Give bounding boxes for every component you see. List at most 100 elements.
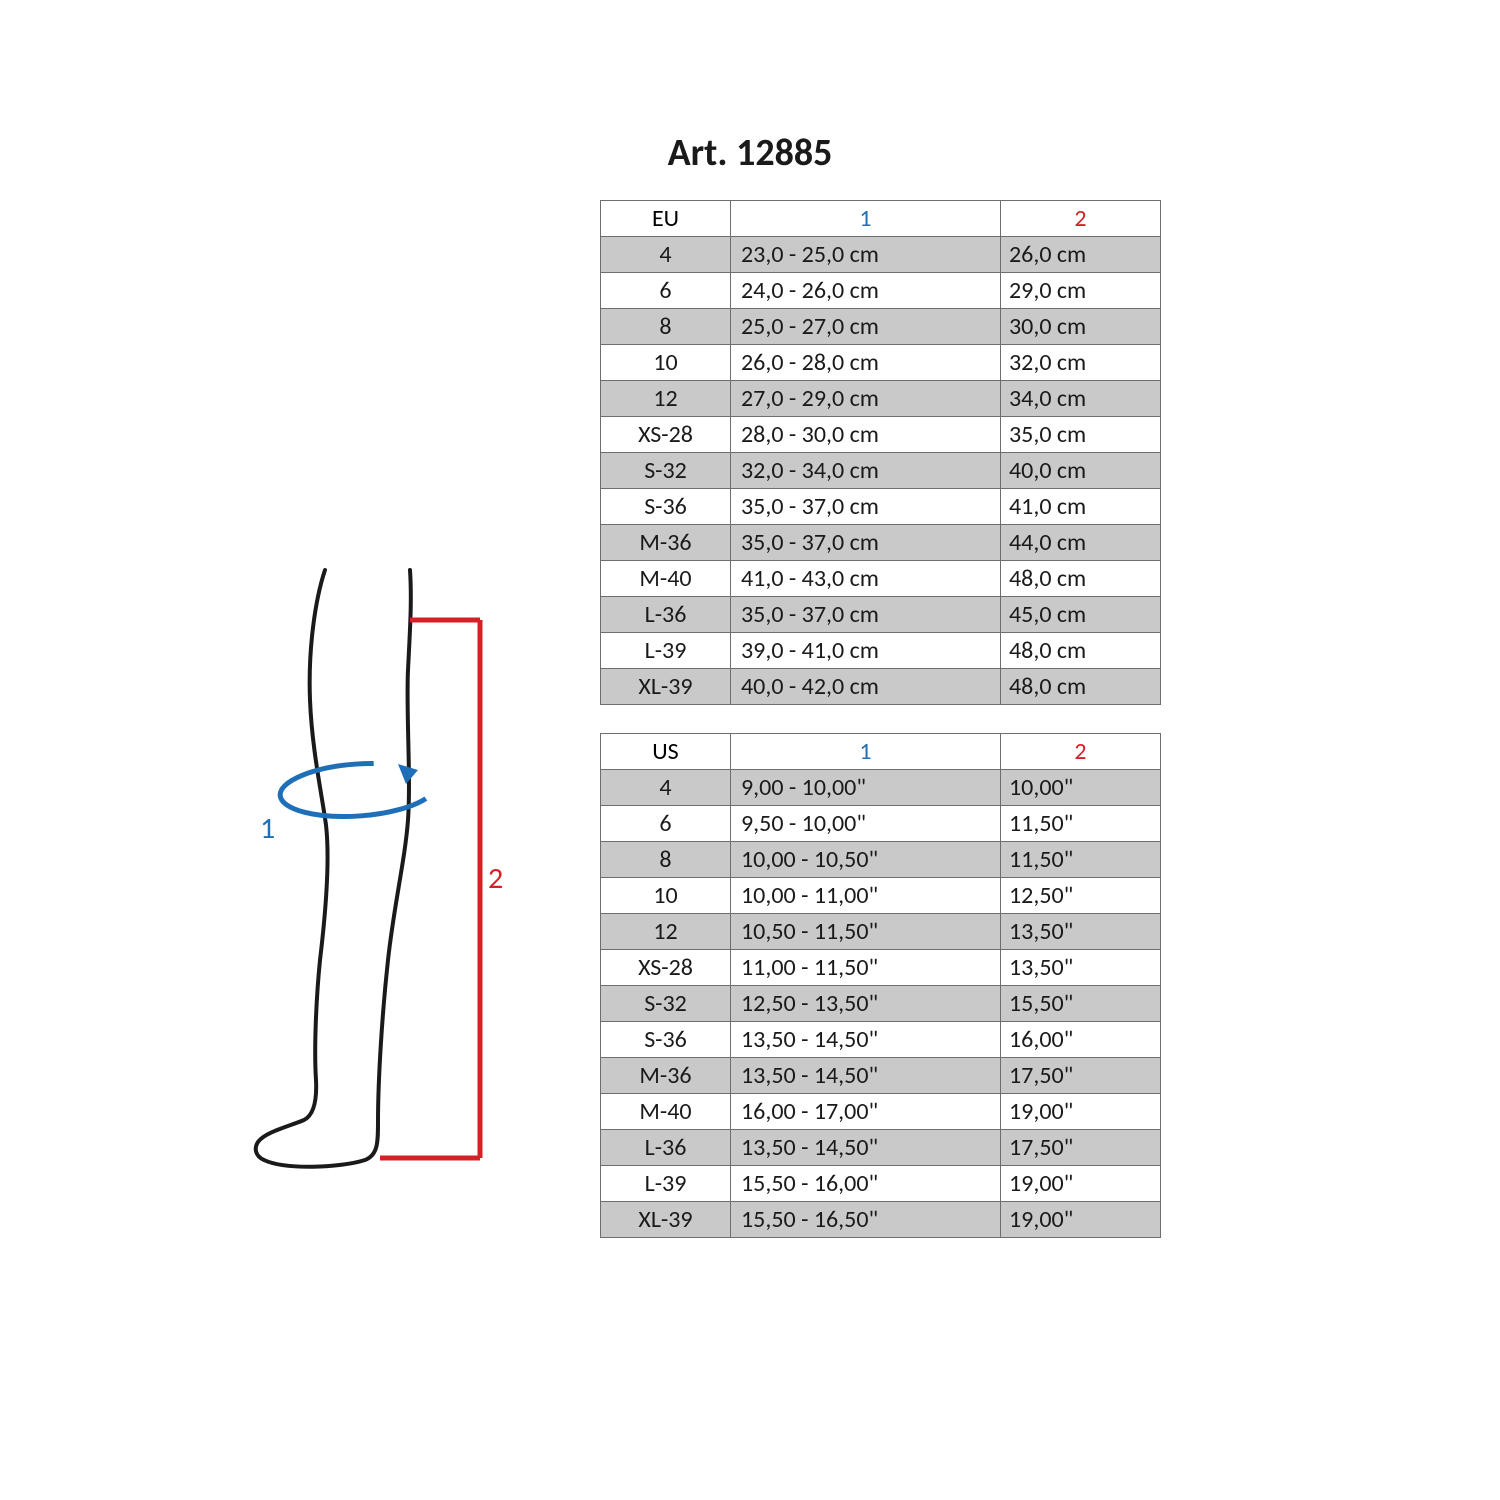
table-row: L-3915,50 - 16,00"19,00"	[601, 1166, 1161, 1202]
cell-size: L-36	[601, 1130, 731, 1166]
cell-measure-1: 39,0 - 41,0 cm	[731, 633, 1001, 669]
leg-diagram-svg	[230, 560, 530, 1180]
cell-measure-2: 29,0 cm	[1001, 273, 1161, 309]
cell-size: 10	[601, 878, 731, 914]
cell-measure-2: 17,50"	[1001, 1058, 1161, 1094]
leg-diagram: 1 2	[230, 560, 530, 1180]
cell-size: 6	[601, 806, 731, 842]
table-row: 825,0 - 27,0 cm30,0 cm	[601, 309, 1161, 345]
cell-measure-1: 10,50 - 11,50"	[731, 914, 1001, 950]
cell-measure-2: 44,0 cm	[1001, 525, 1161, 561]
table-row: S-3212,50 - 13,50"15,50"	[601, 986, 1161, 1022]
table-row: M-3613,50 - 14,50"17,50"	[601, 1058, 1161, 1094]
diagram-label-1: 1	[260, 810, 275, 847]
cell-measure-1: 35,0 - 37,0 cm	[731, 525, 1001, 561]
cell-measure-2: 45,0 cm	[1001, 597, 1161, 633]
cell-measure-1: 15,50 - 16,00"	[731, 1166, 1001, 1202]
table-row: 1026,0 - 28,0 cm32,0 cm	[601, 345, 1161, 381]
cell-measure-1: 13,50 - 14,50"	[731, 1058, 1001, 1094]
cell-size: 12	[601, 381, 731, 417]
cell-measure-2: 40,0 cm	[1001, 453, 1161, 489]
cell-size: 8	[601, 309, 731, 345]
table-row: 1227,0 - 29,0 cm34,0 cm	[601, 381, 1161, 417]
cell-measure-1: 41,0 - 43,0 cm	[731, 561, 1001, 597]
cell-measure-1: 13,50 - 14,50"	[731, 1022, 1001, 1058]
cell-measure-2: 15,50"	[1001, 986, 1161, 1022]
table-row: S-3232,0 - 34,0 cm40,0 cm	[601, 453, 1161, 489]
cell-measure-2: 48,0 cm	[1001, 633, 1161, 669]
cell-measure-2: 11,50"	[1001, 806, 1161, 842]
cell-measure-2: 35,0 cm	[1001, 417, 1161, 453]
cell-size: M-36	[601, 525, 731, 561]
cell-measure-1: 15,50 - 16,50"	[731, 1202, 1001, 1238]
size-tables: EU12423,0 - 25,0 cm26,0 cm624,0 - 26,0 c…	[600, 200, 1160, 1238]
header-measure-2: 2	[1001, 201, 1161, 237]
table-row: M-4041,0 - 43,0 cm48,0 cm	[601, 561, 1161, 597]
cell-measure-1: 23,0 - 25,0 cm	[731, 237, 1001, 273]
header-measure-1: 1	[731, 734, 1001, 770]
size-table-eu: EU 12 423,0 - 25,0 cm26,0 cm624,0 - 26,0 c…	[600, 200, 1161, 705]
table-row: M-4016,00 - 17,00"19,00"	[601, 1094, 1161, 1130]
cell-size: L-36	[601, 597, 731, 633]
size-chart-page: Art. 12885 1 2 EU12423,0 - 25,0 cm26,0	[0, 0, 1500, 1500]
cell-measure-1: 10,00 - 10,50"	[731, 842, 1001, 878]
table-row: L-3939,0 - 41,0 cm48,0 cm	[601, 633, 1161, 669]
cell-size: S-36	[601, 1022, 731, 1058]
cell-size: S-32	[601, 986, 731, 1022]
cell-size: 12	[601, 914, 731, 950]
table-row: 423,0 - 25,0 cm26,0 cm	[601, 237, 1161, 273]
cell-size: M-36	[601, 1058, 731, 1094]
cell-size: 10	[601, 345, 731, 381]
cell-measure-2: 41,0 cm	[1001, 489, 1161, 525]
cell-measure-2: 16,00"	[1001, 1022, 1161, 1058]
size-table-us: US1249,00 - 10,00"10,00"69,50 - 10,00"11…	[600, 733, 1161, 1238]
cell-size: L-39	[601, 633, 731, 669]
cell-measure-2: 26,0 cm	[1001, 237, 1161, 273]
cell-measure-2: 19,00"	[1001, 1094, 1161, 1130]
cell-measure-2: 13,50"	[1001, 950, 1161, 986]
cell-measure-1: 32,0 - 34,0 cm	[731, 453, 1001, 489]
leg-outline	[256, 570, 411, 1167]
cell-measure-2: 32,0 cm	[1001, 345, 1161, 381]
cell-size: 4	[601, 237, 731, 273]
cell-measure-1: 16,00 - 17,00"	[731, 1094, 1001, 1130]
cell-measure-2: 11,50"	[1001, 842, 1161, 878]
cell-size: XS-28	[601, 417, 731, 453]
table-row: 810,00 - 10,50"11,50"	[601, 842, 1161, 878]
cell-measure-1: 11,00 - 11,50"	[731, 950, 1001, 986]
table-row: XS-2828,0 - 30,0 cm35,0 cm	[601, 417, 1161, 453]
cell-measure-1: 10,00 - 11,00"	[731, 878, 1001, 914]
cell-size: S-36	[601, 489, 731, 525]
cell-measure-1: 25,0 - 27,0 cm	[731, 309, 1001, 345]
cell-measure-2: 30,0 cm	[1001, 309, 1161, 345]
table-row: L-3635,0 - 37,0 cm45,0 cm	[601, 597, 1161, 633]
table-row: 49,00 - 10,00"10,00"	[601, 770, 1161, 806]
table-row: 69,50 - 10,00"11,50"	[601, 806, 1161, 842]
cell-measure-1: 35,0 - 37,0 cm	[731, 597, 1001, 633]
table-row: XL-3940,0 - 42,0 cm48,0 cm	[601, 669, 1161, 705]
cell-measure-2: 34,0 cm	[1001, 381, 1161, 417]
cell-size: L-39	[601, 1166, 731, 1202]
cell-measure-2: 10,00"	[1001, 770, 1161, 806]
cell-size: M-40	[601, 1094, 731, 1130]
cell-measure-2: 48,0 cm	[1001, 561, 1161, 597]
cell-measure-1: 27,0 - 29,0 cm	[731, 381, 1001, 417]
table-row: XL-3915,50 - 16,50"19,00"	[601, 1202, 1161, 1238]
cell-measure-1: 24,0 - 26,0 cm	[731, 273, 1001, 309]
diagram-label-2: 2	[488, 860, 503, 897]
cell-measure-2: 19,00"	[1001, 1166, 1161, 1202]
header-measure-2: 2	[1001, 734, 1161, 770]
cell-measure-1: 9,50 - 10,00"	[731, 806, 1001, 842]
circumference-arrow	[278, 759, 437, 822]
cell-measure-1: 12,50 - 13,50"	[731, 986, 1001, 1022]
header-size: EU	[601, 201, 731, 237]
table-row: S-3613,50 - 14,50"16,00"	[601, 1022, 1161, 1058]
cell-measure-2: 13,50"	[1001, 914, 1161, 950]
height-arrow	[380, 620, 480, 1158]
cell-measure-2: 48,0 cm	[1001, 669, 1161, 705]
table-row: 1210,50 - 11,50"13,50"	[601, 914, 1161, 950]
cell-measure-1: 26,0 - 28,0 cm	[731, 345, 1001, 381]
cell-size: 4	[601, 770, 731, 806]
table-row: XS-2811,00 - 11,50"13,50"	[601, 950, 1161, 986]
table-row: 624,0 - 26,0 cm29,0 cm	[601, 273, 1161, 309]
